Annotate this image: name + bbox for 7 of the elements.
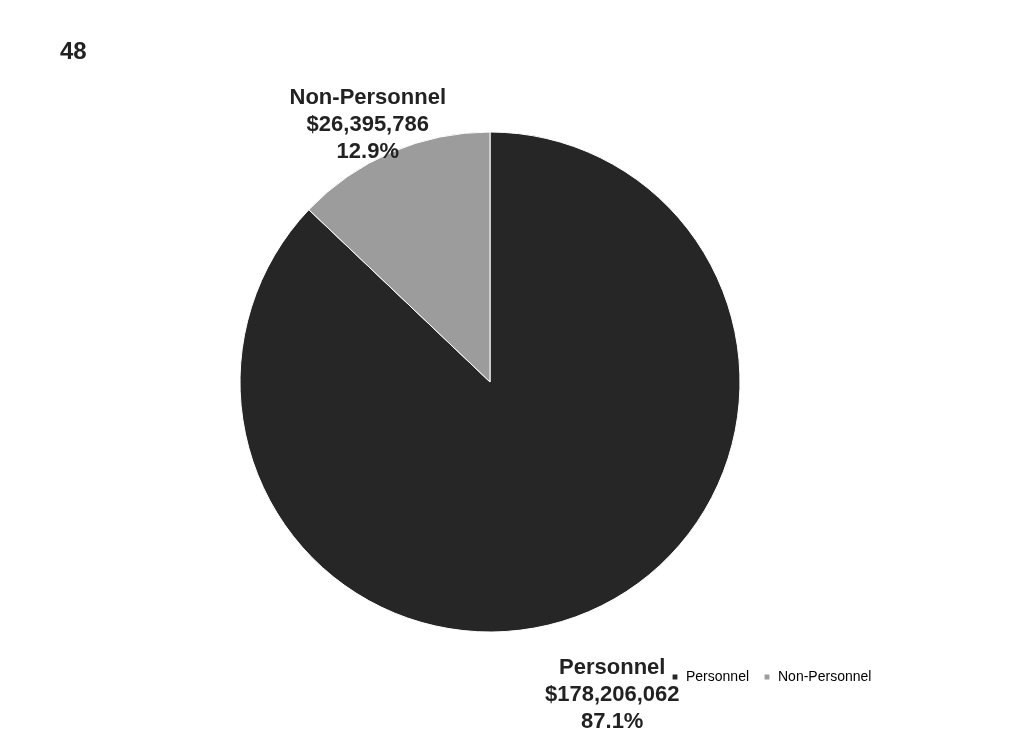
slice-label: Personnel (559, 653, 666, 679)
text: 48 (60, 37, 87, 64)
legend-label: Non-Personnel (778, 668, 872, 684)
data-label: $178,206,062 87.1% (544, 680, 680, 733)
slice-label: Non-Personnel (289, 84, 446, 110)
data-label: $26,395,786 12.9% (306, 111, 429, 164)
legend-label: Personnel (686, 668, 750, 684)
